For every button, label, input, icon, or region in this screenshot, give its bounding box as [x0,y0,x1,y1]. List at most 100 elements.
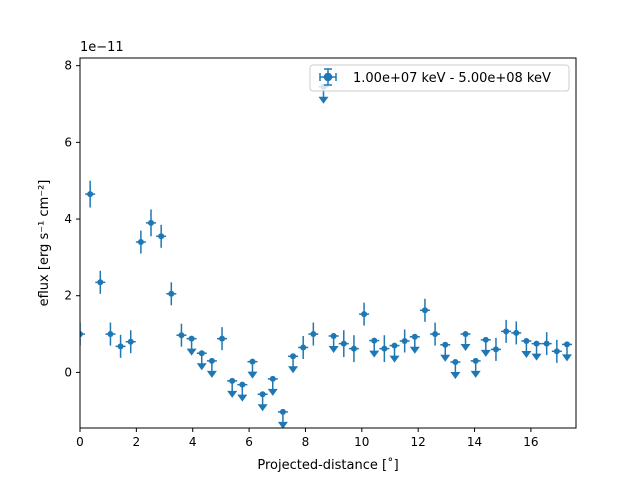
upper-limit-arrow [237,394,248,402]
data-point [277,408,288,428]
x-axis-label: Projected-distance [˚] [257,457,398,473]
point-marker [411,333,418,340]
x-tick-label: 8 [302,435,310,449]
point-marker [290,353,297,360]
upper-limit-arrow [480,349,491,357]
upper-limit-arrow [318,96,329,104]
upper-limit-arrow [409,346,420,354]
data-point [511,321,522,345]
upper-limit-arrow [470,370,481,378]
point-marker [503,328,510,335]
data-point [379,335,390,363]
data-point [531,340,542,361]
data-point [409,333,420,354]
x-tick-label: 2 [133,435,141,449]
data-point [176,323,187,347]
plot-frame [79,57,577,429]
data-points [80,83,572,428]
point-marker [107,331,114,338]
data-point [80,322,85,346]
data-point [490,337,501,361]
points-group [80,83,572,428]
point-marker [219,335,226,342]
upper-limit-arrow [257,404,268,412]
data-point [541,332,552,356]
point-marker [158,233,165,240]
upper-limit-arrow [440,354,451,362]
data-point [186,335,197,356]
upper-limit-arrow [450,372,461,380]
data-point [196,350,207,371]
point-marker [371,337,378,344]
point-marker [391,342,398,349]
upper-limit-arrow [561,354,572,362]
upper-limit-arrow [277,421,288,428]
point-marker [269,375,276,382]
y-tick-label: 6 [64,135,72,149]
data-point [267,375,278,396]
point-marker [249,358,256,365]
x-tick-label: 4 [189,435,197,449]
point-marker [442,341,449,348]
upper-limit-arrow [247,371,258,379]
data-point [501,319,512,343]
legend-marker-icon [319,68,337,86]
point-marker [259,391,266,398]
data-point [338,330,349,358]
data-point [217,327,228,351]
data-point [237,381,248,402]
y-tick-label: 0 [64,365,72,379]
point-marker [533,340,540,347]
data-point [105,322,116,346]
point-marker [421,307,428,314]
upper-limit-arrow [389,355,400,363]
y-axis-label: eflux [erg s⁻¹ cm⁻²] [37,180,52,307]
point-marker [553,348,560,355]
data-point [288,353,299,374]
y-tick-label: 4 [64,212,72,226]
point-marker [80,331,83,338]
x-tick-label: 6 [245,435,253,449]
x-tick-label: 14 [467,435,482,449]
upper-limit-arrow [369,350,380,358]
point-marker [117,343,124,350]
point-marker [97,279,104,286]
upper-limit-arrow [288,366,299,374]
data-point [450,359,461,380]
data-point [430,322,441,346]
data-point [440,341,451,362]
point-marker [300,344,307,351]
point-marker [188,335,195,342]
x-tick-label: 16 [523,435,538,449]
data-point [561,341,572,362]
point-marker [178,332,185,339]
upper-limit-arrow [206,370,217,378]
y-axis: 0 2 4 6 8 [64,59,80,379]
data-point [298,335,309,359]
data-point [156,224,167,248]
upper-limit-arrow [531,353,542,361]
point-marker [239,381,246,388]
data-point [369,337,380,358]
upper-limit-arrow [196,363,207,371]
data-point [135,230,146,254]
data-point [125,330,136,354]
point-marker [310,331,317,338]
data-point [460,331,471,352]
data-point [480,336,491,357]
point-marker [401,337,408,344]
data-point [95,270,106,294]
upper-limit-arrow [267,388,278,396]
y-tick-label: 2 [64,289,72,303]
point-marker [330,332,337,339]
upper-limit-arrow [186,348,197,356]
data-point [348,335,359,363]
point-marker [229,377,236,384]
point-marker [148,219,155,226]
x-tick-label: 0 [76,435,84,449]
point-marker [137,239,144,246]
point-marker [482,336,489,343]
x-tick-label: 10 [354,435,369,449]
legend: 1.00e+07 keV - 5.00e+08 keV [309,64,570,92]
data-point [206,357,217,378]
